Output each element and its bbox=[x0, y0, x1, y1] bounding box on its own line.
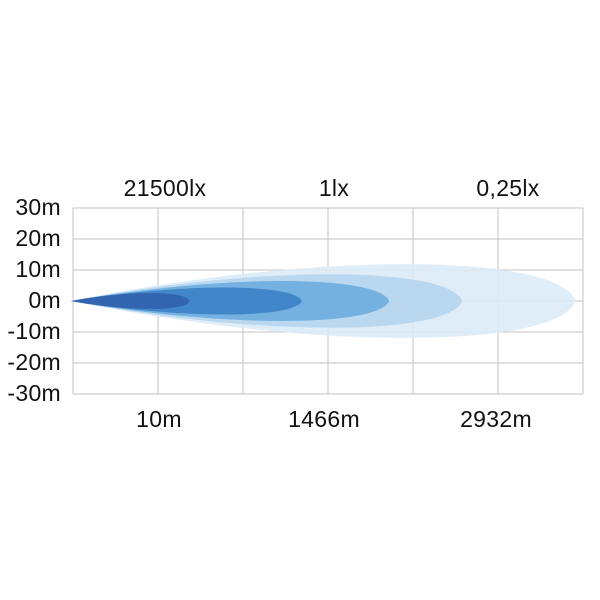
y-tick-minus30m: -30m bbox=[7, 380, 61, 406]
beam-hotspot-21500lx bbox=[71, 293, 190, 309]
y-tick-minus10m: -10m bbox=[7, 318, 61, 344]
top-label-21500lx: 21500lx bbox=[123, 175, 207, 201]
y-tick-20m: 20m bbox=[15, 225, 61, 251]
bottom-label-10m: 10m bbox=[136, 406, 182, 432]
top-label-1lx: 1lx bbox=[318, 175, 350, 201]
y-tick-30m: 30m bbox=[15, 194, 61, 220]
y-tick-0m: 0m bbox=[28, 287, 61, 313]
top-label-025lx: 0,25lx bbox=[476, 175, 540, 201]
bottom-label-1466m: 1466m bbox=[288, 406, 360, 432]
bottom-label-2932m: 2932m bbox=[460, 406, 532, 432]
y-tick-10m: 10m bbox=[15, 256, 61, 282]
y-tick-minus20m: -20m bbox=[7, 349, 61, 375]
